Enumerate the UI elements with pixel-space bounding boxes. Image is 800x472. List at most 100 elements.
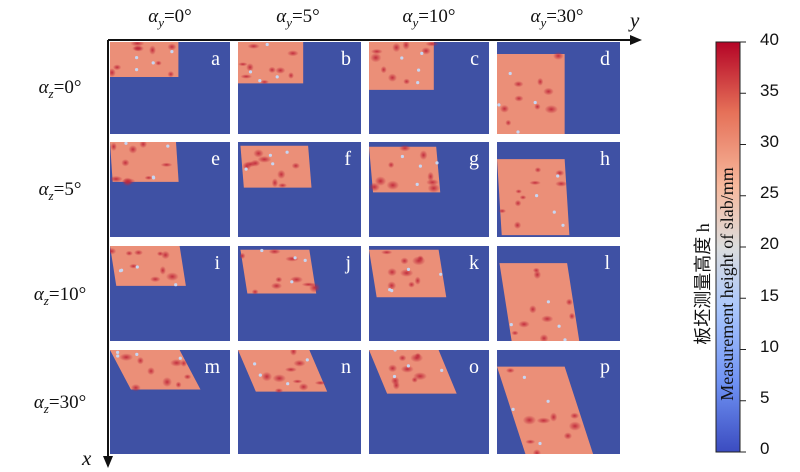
colorbar-tick-marks: [740, 41, 746, 453]
panel-o: o: [369, 350, 489, 454]
panel-label: n: [341, 356, 351, 378]
x-axis-arrowhead: [103, 456, 113, 468]
slab-deep-spot: [427, 171, 434, 182]
slab-deep-spot: [386, 180, 400, 190]
panel-n: n: [238, 350, 361, 454]
slab-low-speck: [400, 154, 404, 159]
slab-deep-spot: [268, 66, 276, 74]
slab-deep-spot: [425, 42, 439, 47]
slab-heightmap: [369, 144, 441, 193]
slab-low-speck: [388, 288, 392, 292]
slab-deep-spot: [505, 119, 512, 126]
slab-deep-spot: [275, 276, 283, 283]
slab-low-speck: [400, 56, 404, 60]
slab-deep-spot: [402, 42, 410, 50]
slab-deep-spot: [387, 161, 395, 169]
slab-deep-spot: [183, 374, 192, 380]
slab-low-speck: [268, 153, 272, 157]
slab-deep-spot: [130, 42, 145, 47]
slab-deep-spot: [314, 380, 327, 385]
slab-low-speck: [118, 269, 123, 273]
slab-deep-spot: [427, 183, 440, 193]
slab-deep-spot: [110, 68, 116, 78]
slab-deep-spot: [387, 73, 397, 82]
slab-deep-spot: [412, 256, 426, 266]
slab-deep-spot: [240, 74, 253, 79]
slab-deep-spot: [534, 103, 541, 110]
slab-low-speck: [258, 79, 262, 83]
slab-deep-spot: [165, 272, 179, 281]
slab-deep-spot: [167, 71, 175, 78]
slab-surface: [110, 42, 179, 77]
slab-deep-spot: [555, 180, 568, 187]
slab-deep-spot: [400, 365, 414, 373]
slab-low-speck: [293, 256, 297, 260]
slab-surface: [238, 42, 304, 84]
slab-low-speck: [135, 265, 139, 269]
slab-low-speck: [563, 338, 567, 341]
colorbar-title: 板坯测量高度 h Measurement height of slab/mm: [691, 154, 751, 414]
panel-label: j: [345, 252, 351, 274]
slab-deep-spot: [277, 169, 286, 179]
slab-deep-spot: [121, 159, 130, 167]
slab-deep-spot: [532, 449, 541, 454]
slab-low-speck: [511, 407, 515, 411]
slab-deep-spot: [568, 421, 582, 431]
slab-deep-spot: [498, 208, 507, 214]
slab-low-speck: [285, 150, 289, 154]
colorbar-tick-label: 0: [760, 439, 770, 458]
axes: [103, 35, 642, 468]
y-axis-label: y: [630, 8, 640, 32]
slab-deep-spot: [549, 412, 558, 422]
slab-deep-spot: [522, 415, 537, 425]
colorbar-tick-label: 20: [760, 234, 779, 253]
slab-deep-spot: [519, 195, 527, 200]
slab-deep-spot: [239, 252, 246, 260]
slab-surface: [499, 263, 580, 341]
slab-low-speck: [248, 70, 253, 74]
slab-heightmap: [369, 249, 447, 298]
slab-deep-spot: [125, 250, 133, 256]
slab-low-speck: [116, 354, 120, 358]
panel-h: h: [497, 142, 620, 237]
slab-deep-spot: [278, 183, 287, 188]
slab-deep-spot: [268, 248, 281, 255]
colorbar-tick-label: 30: [760, 132, 779, 151]
panel-label: o: [469, 356, 479, 378]
row-title-az0: αz=0°: [38, 77, 82, 101]
slab-deep-spot: [399, 144, 411, 152]
slab-deep-spot: [134, 249, 143, 256]
slab-deep-spot: [110, 142, 117, 151]
slab-deep-spot: [511, 330, 519, 336]
slab-deep-spot: [274, 388, 284, 394]
colorbar-tick-label: 35: [760, 81, 779, 100]
slab-deep-spot: [162, 377, 172, 387]
slab-deep-spot: [139, 142, 148, 149]
colorbar-title-english: Measurement height of slab/mm: [717, 167, 737, 401]
slab-deep-spot: [533, 270, 542, 280]
slab-low-speck: [244, 167, 248, 171]
row-title-az10: αz=10°: [33, 284, 87, 308]
slab-deep-spot: [570, 412, 580, 419]
slab-deep-spot: [285, 256, 299, 262]
slab-deep-spot: [370, 53, 382, 63]
slab-low-speck: [497, 103, 501, 107]
slab-deep-spot: [175, 381, 182, 388]
slab-low-speck: [522, 375, 526, 379]
slab-deep-spot: [565, 298, 573, 306]
slab-deep-spot: [408, 281, 415, 288]
row-title-az5: αz=5°: [38, 179, 82, 203]
slab-deep-spot: [399, 269, 414, 277]
slab-low-speck: [392, 374, 397, 379]
slab-deep-spot: [122, 177, 133, 187]
slab-deep-spot: [414, 276, 421, 285]
slab-low-speck: [124, 142, 128, 145]
slab-low-speck: [546, 300, 550, 304]
slab-deep-spot: [260, 79, 269, 85]
slab-low-speck: [406, 267, 411, 271]
slab-deep-spot: [537, 77, 544, 86]
slab-deep-spot: [309, 282, 321, 293]
slab-deep-spot: [261, 371, 273, 382]
panel-a: a: [110, 42, 230, 134]
slab-deep-spot: [291, 162, 300, 169]
